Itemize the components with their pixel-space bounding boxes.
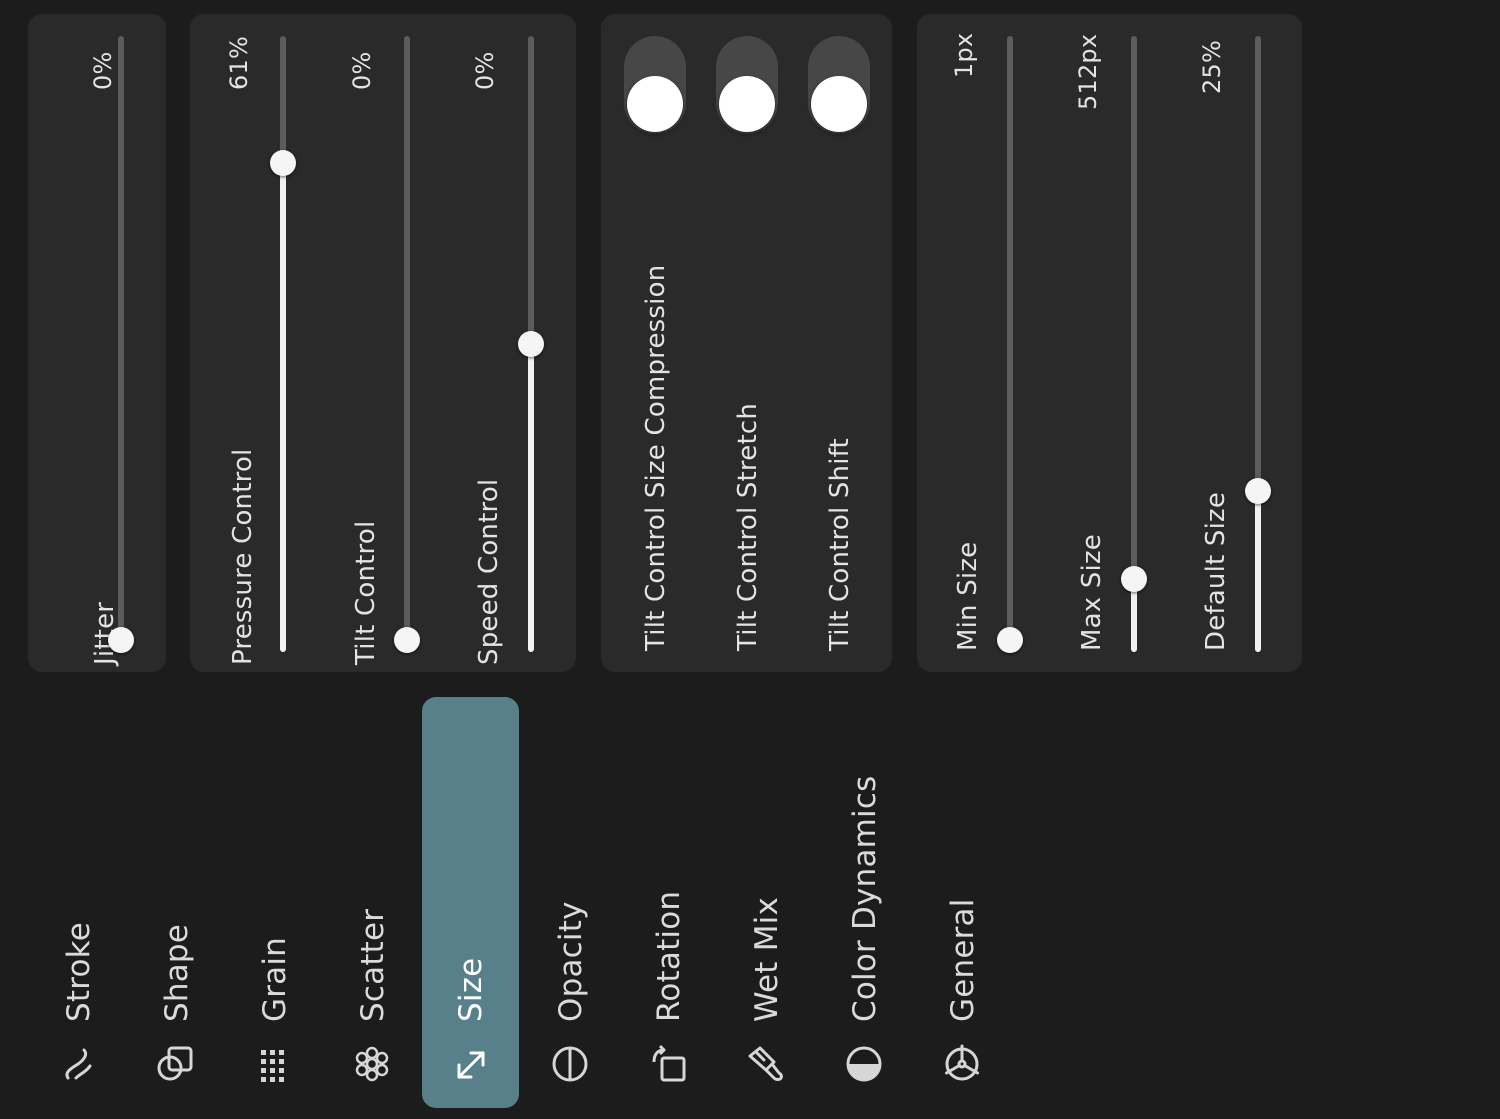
tilt-size-compression-label: Tilt Control Size Compression — [641, 264, 671, 651]
tab-grain[interactable]: Grain — [244, 700, 304, 1100]
min-size-slider[interactable] — [1007, 36, 1013, 652]
default-size-knob[interactable] — [1245, 478, 1271, 504]
pressure-control-fill — [280, 163, 286, 652]
min-size-knob[interactable] — [997, 627, 1023, 653]
max-size-value: 512px — [1074, 33, 1102, 110]
jitter-slider[interactable] — [118, 36, 124, 652]
tab-color-dynamics-label: Color Dynamics — [847, 775, 883, 1022]
tilt-stretch-toggle-knob[interactable] — [719, 76, 775, 132]
speed-control-value: 0% — [471, 51, 499, 90]
tab-wet-mix-label: Wet Mix — [749, 896, 785, 1022]
default-size-label: Default Size — [1201, 491, 1231, 651]
min-size-value: 1px — [950, 32, 978, 78]
max-size-knob[interactable] — [1121, 566, 1147, 592]
size-limits-panel: Min Size 1px Max Size 512px Default Size… — [917, 14, 1302, 672]
stroke-path-icon — [58, 1044, 98, 1084]
tilt-size-compression-toggle-knob[interactable] — [627, 76, 683, 132]
speed-control-knob[interactable] — [518, 331, 544, 357]
scatter-icon — [352, 1044, 392, 1084]
tilt-control-knob[interactable] — [394, 627, 420, 653]
resize-arrows-icon — [451, 1045, 491, 1085]
tab-general-label: General — [945, 898, 981, 1022]
jitter-panel: Jitter 0% — [28, 14, 166, 672]
rotation-icon — [648, 1044, 688, 1084]
tab-shape[interactable]: Shape — [146, 700, 206, 1100]
tab-stroke-label: Stroke — [61, 922, 97, 1022]
min-size-label: Min Size — [953, 541, 983, 651]
tab-size[interactable]: Size — [422, 697, 519, 1108]
speed-control-fill — [528, 344, 534, 652]
color-dynamics-icon — [844, 1044, 884, 1084]
max-size-fill — [1131, 579, 1137, 652]
shape-icon — [156, 1044, 196, 1084]
opacity-icon — [550, 1044, 590, 1084]
tab-stroke[interactable]: Stroke — [48, 700, 108, 1100]
tilt-stretch-label: Tilt Control Stretch — [733, 402, 763, 651]
tab-scatter-label: Scatter — [355, 908, 391, 1022]
tab-size-label: Size — [453, 957, 489, 1022]
max-size-label: Max Size — [1077, 534, 1107, 651]
tab-color-dynamics[interactable]: Color Dynamics — [834, 700, 894, 1100]
brush-icon — [746, 1044, 786, 1084]
max-size-slider[interactable] — [1131, 36, 1137, 652]
tab-rotation-label: Rotation — [651, 890, 687, 1022]
grain-icon — [254, 1044, 294, 1084]
tilt-control-value: 0% — [348, 51, 376, 90]
default-size-value: 25% — [1198, 40, 1226, 94]
jitter-slider-knob[interactable] — [108, 627, 134, 653]
tilt-shift-toggle-knob[interactable] — [811, 76, 867, 132]
speed-control-label: Speed Control — [474, 478, 504, 665]
default-size-fill — [1255, 491, 1261, 652]
jitter-value: 0% — [89, 51, 117, 90]
tab-wet-mix[interactable]: Wet Mix — [736, 700, 796, 1100]
tilt-control-label: Tilt Control — [351, 520, 381, 665]
tab-shape-label: Shape — [159, 923, 195, 1022]
gear-icon — [942, 1044, 982, 1084]
tab-rotation[interactable]: Rotation — [638, 700, 698, 1100]
default-size-slider[interactable] — [1255, 36, 1261, 652]
tab-scatter[interactable]: Scatter — [342, 700, 402, 1100]
tab-general[interactable]: General — [932, 700, 992, 1100]
dynamics-controls-panel: Pressure Control 61% Tilt Control 0% Spe… — [190, 14, 576, 672]
tab-opacity-label: Opacity — [553, 901, 589, 1022]
tilt-shift-label: Tilt Control Shift — [825, 438, 855, 651]
tab-opacity[interactable]: Opacity — [540, 700, 600, 1100]
pressure-control-label: Pressure Control — [228, 448, 258, 665]
pressure-control-value: 61% — [225, 36, 253, 90]
tab-grain-label: Grain — [257, 936, 293, 1022]
tilt-toggles-panel: Tilt Control Size Compression Tilt Contr… — [601, 14, 892, 672]
pressure-control-knob[interactable] — [270, 150, 296, 176]
tilt-control-slider[interactable] — [404, 36, 410, 652]
